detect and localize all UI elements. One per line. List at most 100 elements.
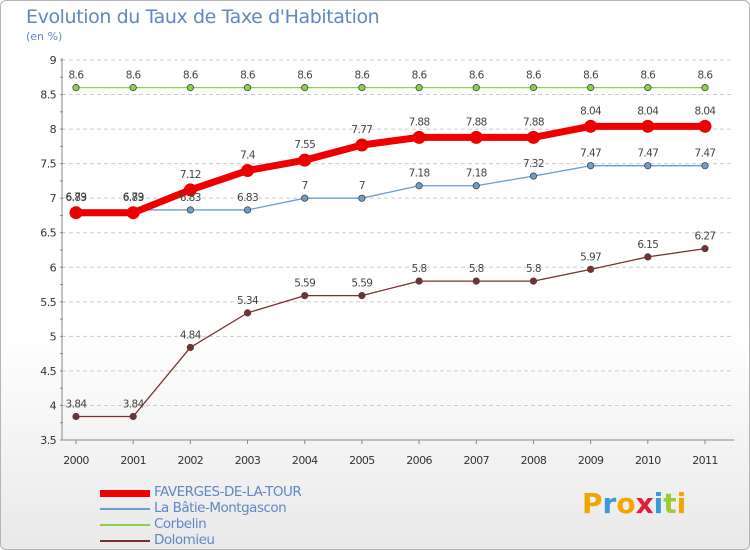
- data-point: [415, 277, 423, 285]
- data-point: [701, 84, 709, 92]
- data-label: 5.97: [580, 251, 601, 263]
- logo-letter: o: [616, 487, 636, 520]
- data-point: [298, 153, 312, 167]
- data-label: 8.6: [297, 70, 313, 82]
- x-tick-label: 2010: [635, 454, 661, 467]
- series-corbelin: [72, 84, 709, 92]
- data-label: 6.83: [123, 192, 144, 204]
- data-point: [698, 119, 712, 133]
- data-point: [469, 130, 483, 144]
- data-label: 5.59: [351, 278, 372, 290]
- x-tick-label: 2000: [63, 454, 89, 467]
- data-label: 3.84: [66, 399, 88, 411]
- legend-item: Corbelin: [100, 516, 400, 534]
- data-label: 7.88: [466, 116, 487, 128]
- data-point: [644, 253, 652, 261]
- legend-label: Corbelin: [154, 516, 207, 532]
- data-point: [129, 412, 137, 421]
- x-tick-label: 2001: [120, 454, 146, 467]
- data-point: [72, 412, 80, 421]
- legend-swatch: [100, 540, 150, 542]
- x-tick-label: 2003: [235, 454, 261, 467]
- data-point: [243, 84, 252, 92]
- y-tick-label: 7: [50, 192, 57, 205]
- data-label: 5.59: [294, 278, 315, 290]
- x-tick-label: 2004: [292, 454, 318, 467]
- data-point: [243, 206, 252, 214]
- data-label: 7.88: [523, 116, 544, 128]
- data-label: 8.6: [526, 70, 542, 82]
- series-la-b-tie-montgascon: [72, 162, 709, 214]
- data-point: [472, 182, 480, 190]
- proxiti-logo: Proxiti: [582, 487, 686, 520]
- data-point: [529, 172, 538, 180]
- data-label: 7.18: [466, 168, 487, 180]
- data-point: [415, 84, 423, 92]
- data-point: [358, 194, 366, 202]
- x-tick-label: 2002: [178, 454, 204, 467]
- data-point: [587, 265, 595, 273]
- data-labels: 6.79 6.79 7.12 7.4 7.55 7.77 7.88 7.88 7.88 8.04 8…: [66, 70, 717, 411]
- data-point: [358, 291, 366, 300]
- data-label: 4.84: [180, 329, 202, 341]
- y-tick-label: 3.5: [40, 434, 56, 447]
- data-point: [415, 182, 423, 190]
- legend-label: FAVERGES-DE-LA-TOUR: [154, 484, 302, 500]
- data-point: [241, 164, 255, 178]
- data-label: 7.32: [523, 158, 544, 170]
- data-point: [126, 206, 140, 220]
- y-tick-label: 8.5: [40, 89, 56, 102]
- data-point: [701, 162, 709, 170]
- y-tick-label: 4.5: [40, 365, 56, 378]
- data-point: [472, 277, 480, 285]
- data-label: 8.6: [69, 70, 85, 82]
- y-tick-label: 6.5: [40, 227, 56, 240]
- data-label: 7.88: [409, 116, 430, 128]
- y-tick-label: 9: [50, 54, 57, 67]
- data-point: [301, 84, 309, 92]
- data-label: 8.6: [469, 70, 485, 82]
- legend-swatch: [100, 508, 150, 510]
- data-point: [301, 194, 309, 202]
- logo-letter: r: [602, 487, 617, 520]
- data-label: 8.6: [583, 70, 599, 82]
- legend-label: La Bâtie-Montgascon: [154, 500, 287, 516]
- data-label: 8.04: [695, 105, 717, 117]
- data-label: 8.04: [580, 105, 602, 117]
- x-tick-label: 2008: [521, 454, 547, 467]
- data-label: 8.6: [354, 70, 370, 82]
- y-tick-label: 4: [50, 399, 57, 412]
- logo-letter: x: [635, 487, 654, 520]
- y-tick-label: 5: [50, 330, 57, 343]
- data-label: 7: [302, 180, 308, 192]
- data-point: [584, 119, 598, 133]
- series-line: [75, 165, 706, 211]
- data-label: 7.47: [580, 148, 601, 160]
- data-point: [72, 84, 80, 92]
- data-point: [186, 84, 194, 92]
- logo-letter: i: [676, 487, 687, 520]
- data-point: [587, 162, 595, 170]
- data-label: 8.6: [640, 70, 656, 82]
- data-label: 7.4: [240, 150, 256, 162]
- y-tick-label: 7.5: [40, 158, 56, 171]
- grid: [62, 59, 734, 406]
- chart-subtitle: (en %): [26, 30, 63, 43]
- x-tick-label: 2007: [463, 454, 489, 467]
- data-point: [186, 206, 194, 214]
- data-label: 8.6: [240, 70, 256, 82]
- data-label: 7: [359, 180, 365, 192]
- data-point: [472, 84, 480, 92]
- series-lines: [69, 84, 712, 421]
- logo-letter: t: [663, 487, 677, 520]
- data-label: 7.12: [180, 169, 201, 181]
- data-label: 7.47: [695, 148, 716, 160]
- legend-item: La Bâtie-Montgascon: [100, 500, 400, 518]
- series-faverges-de-la-tour: [69, 119, 712, 220]
- y-tick-label: 6: [50, 261, 57, 274]
- data-point: [243, 309, 252, 317]
- data-label: 7.18: [409, 168, 430, 180]
- data-label: 7.47: [637, 148, 658, 160]
- data-point: [183, 183, 197, 197]
- x-tick-label: 2011: [692, 454, 718, 467]
